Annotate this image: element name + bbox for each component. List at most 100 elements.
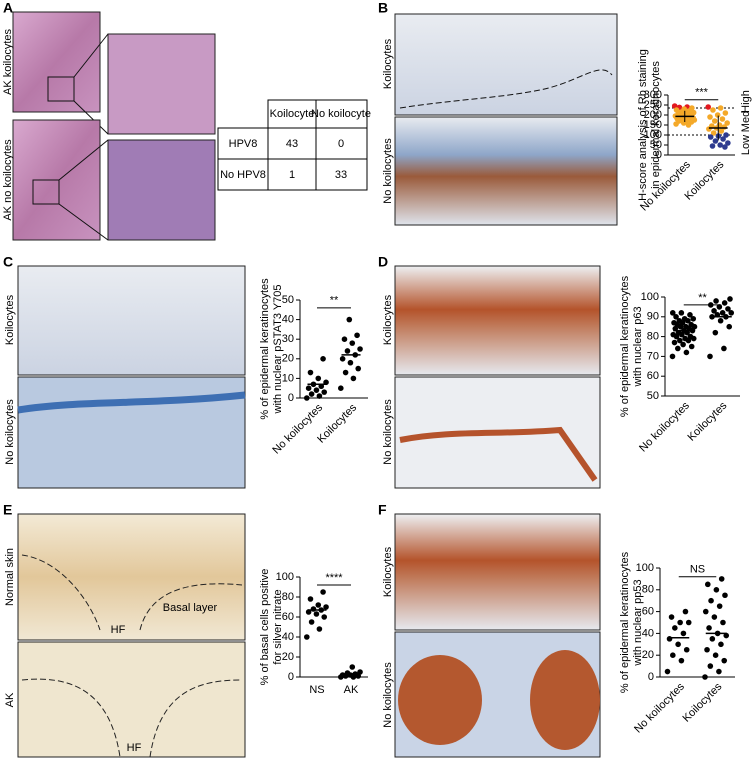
data-point xyxy=(713,587,720,593)
y-axis-label: % of epidermal keratinocytes xyxy=(259,278,271,420)
data-point xyxy=(719,116,726,122)
data-point xyxy=(685,619,692,626)
data-point xyxy=(342,369,349,376)
data-point xyxy=(339,672,346,678)
data-point xyxy=(719,310,726,316)
data-point xyxy=(717,105,724,111)
data-point xyxy=(685,122,692,128)
data-point xyxy=(707,353,713,360)
data-point xyxy=(344,348,351,354)
panel-label: F xyxy=(378,502,387,518)
table-text: Koilocyte No koilocyte HPV8 43 0 No HPV8… xyxy=(220,108,371,181)
data-point xyxy=(677,619,683,626)
data-point xyxy=(346,316,353,323)
data-point xyxy=(307,369,314,376)
data-point xyxy=(687,312,693,318)
stained-region xyxy=(530,650,600,750)
level-label: Med xyxy=(740,111,752,132)
data-point xyxy=(717,142,723,148)
basal-line xyxy=(399,69,613,109)
data-point xyxy=(683,323,689,330)
data-point xyxy=(676,317,683,324)
basal-line xyxy=(21,554,243,631)
data-point xyxy=(718,576,725,582)
data-point xyxy=(321,389,328,395)
y-tick-label: 80 xyxy=(647,331,659,343)
data-point xyxy=(339,356,346,362)
data-point xyxy=(711,614,718,620)
panel-d-images: Koilocytes No koilocytes xyxy=(382,265,601,489)
ihc-image xyxy=(394,513,601,631)
image-label: No koilocytes xyxy=(382,662,394,728)
y-tick-label: 200 xyxy=(644,109,662,121)
data-point xyxy=(712,329,719,336)
data-point xyxy=(712,138,719,144)
panel-labels: A B C D E F xyxy=(3,0,388,518)
y-tick-label: 20 xyxy=(282,353,294,365)
data-point xyxy=(725,306,731,312)
data-point xyxy=(350,375,357,382)
data-point xyxy=(720,619,726,626)
data-point xyxy=(708,597,714,604)
panel-label: C xyxy=(3,254,13,270)
significance-label: **** xyxy=(325,572,343,584)
y-tick-label: 100 xyxy=(641,291,659,303)
ihc-image xyxy=(17,265,246,376)
level-label: Low xyxy=(740,135,752,155)
data-point xyxy=(707,663,714,669)
image-label: Koilocytes xyxy=(382,546,394,597)
data-point xyxy=(716,668,722,675)
data-point xyxy=(354,332,360,339)
data-point xyxy=(675,345,681,352)
data-point xyxy=(722,110,729,116)
data-point xyxy=(664,668,671,675)
silver-image xyxy=(17,513,246,641)
x-tick-label: No koilocytes xyxy=(637,399,692,454)
y-tick-label: 0 xyxy=(288,392,294,404)
data-point xyxy=(349,664,356,670)
y-axis-label: % of epidermal keratinocytes xyxy=(619,275,631,417)
data-point xyxy=(678,310,685,316)
data-point xyxy=(313,387,320,393)
y-tick-label: 20 xyxy=(282,651,294,663)
data-point xyxy=(349,340,356,346)
y-axis-label: H-score analysis of Rb staining xyxy=(637,49,649,201)
significance-label: ** xyxy=(330,295,339,307)
data-point xyxy=(728,310,735,316)
y-tick-label: 100 xyxy=(636,562,654,574)
significance-label: *** xyxy=(695,87,709,99)
y-axis-label: % of basal cells positive xyxy=(259,569,271,686)
y-tick-label: 80 xyxy=(282,591,294,603)
y-tick-label: 300 xyxy=(644,89,662,101)
data-point xyxy=(721,345,727,352)
table xyxy=(217,99,368,191)
y-tick-label: 40 xyxy=(282,314,294,326)
image-annotation: HF xyxy=(127,742,142,754)
panel-label: A xyxy=(3,0,13,16)
data-point xyxy=(316,626,323,632)
epidermis xyxy=(17,391,246,414)
data-point xyxy=(709,636,716,642)
x-tick-label: Koilocytes xyxy=(680,680,724,724)
x-tick-label: AK xyxy=(344,684,359,696)
data-point xyxy=(320,356,326,362)
image-label: AK xyxy=(4,692,16,707)
x-tick-label: No koilocytes xyxy=(632,680,687,735)
zoom-box xyxy=(47,76,75,102)
data-point xyxy=(688,343,695,350)
image-label: Koilocytes xyxy=(4,294,16,345)
epidermis xyxy=(399,426,598,482)
data-point xyxy=(688,321,695,328)
table-header: No koilocyte xyxy=(311,108,371,120)
data-point xyxy=(718,128,725,134)
data-point xyxy=(712,652,719,658)
image-annotation: HF xyxy=(111,624,126,636)
data-point xyxy=(315,375,322,382)
data-point xyxy=(716,603,723,609)
histology-zoom xyxy=(107,33,216,135)
data-point xyxy=(723,132,729,138)
image-label: Normal skin xyxy=(4,548,16,606)
data-point xyxy=(709,143,716,149)
data-point xyxy=(720,136,726,142)
y-tick-label: 50 xyxy=(282,294,294,306)
